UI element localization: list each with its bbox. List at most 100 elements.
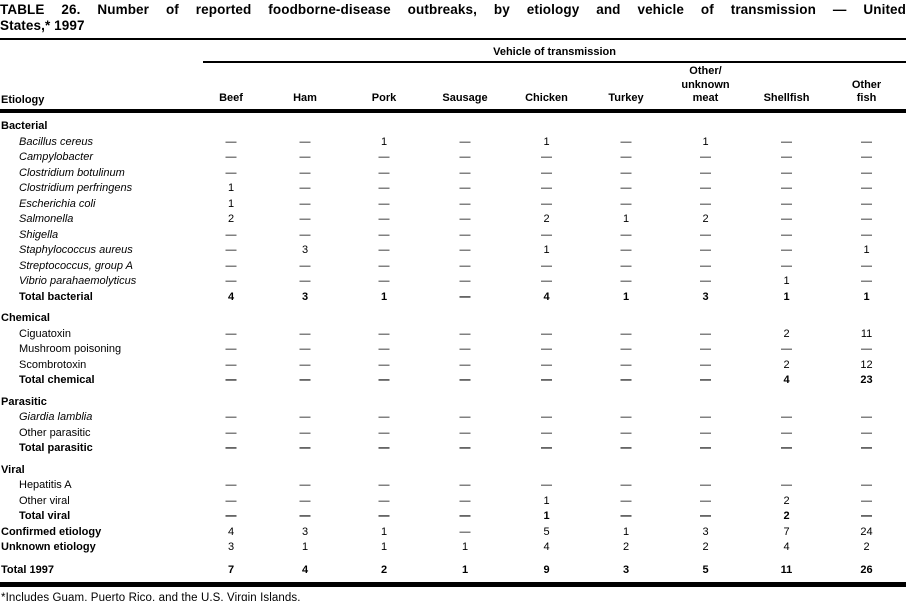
value-cell: — [781,426,792,439]
table-title-line2: States,* 1997 [0,18,85,33]
value-cell: 4 [266,555,344,587]
value-cell: — [861,197,873,210]
value-cell: — [299,182,311,195]
value-cell [506,388,587,410]
value-cell: — [620,411,632,424]
value-cell: — [620,426,632,439]
value-cell: — [299,479,311,492]
value-cell: — [541,479,552,492]
value-cell: — [861,510,873,523]
value-cell: — [459,182,471,195]
table-row: Shigella — — — — — — — — — [0,227,906,243]
value-cell: 1 [622,290,630,303]
value-cell [424,111,506,135]
value-cell: — [378,259,390,272]
value-cell [506,305,587,327]
value-cell: — [700,374,711,387]
etiology-label: Other parasitic [19,426,91,439]
table-title-line1: TABLE 26. Number of reported foodborne-d… [0,2,906,17]
value-cell: — [700,151,711,164]
value-cell [344,456,424,478]
value-cell: — [459,411,471,424]
value-cell: — [781,151,792,164]
value-cell: — [459,525,471,538]
value-cell: 3 [587,555,665,587]
value-cell: — [781,479,792,492]
value-cell [266,305,344,327]
value-cell [196,388,266,410]
value-cell: — [378,166,390,179]
value-cell [827,305,906,327]
value-cell: — [700,197,711,210]
column-header-5: Chicken [506,63,587,113]
value-cell: — [700,494,711,507]
value-cell: — [700,442,711,455]
value-cell: — [378,213,390,226]
value-cell: — [620,259,632,272]
table-row: Other viral — — — — 1 — — 2 — [0,493,906,509]
value-cell: — [378,275,390,288]
value-cell: 9 [506,555,587,587]
value-cell: — [700,343,711,356]
value-cell: — [225,374,237,387]
value-cell [344,111,424,135]
column-header-7: Other/ unknown meat [665,63,746,113]
value-cell: — [781,411,792,424]
value-cell: — [781,244,792,257]
value-cell: — [225,358,237,371]
value-cell: 7 [783,525,790,538]
value-cell: — [378,510,390,523]
value-cell: — [299,374,311,387]
value-cell: — [781,228,792,241]
value-cell: — [861,479,873,492]
value-cell: 1 [380,541,388,554]
value-cell: — [700,259,711,272]
etiology-label: Clostridium perfringens [19,182,133,195]
value-cell: — [459,135,471,148]
value-cell: — [541,197,552,210]
value-cell: — [620,166,632,179]
value-cell: 23 [860,374,873,387]
value-cell: — [459,374,471,387]
value-cell: — [378,494,390,507]
value-cell: — [378,442,390,455]
table-row: Unknown etiology 3 1 1 1 4 2 2 4 2 [0,540,906,556]
column-header-8: Shellfish [746,63,827,113]
value-cell: — [781,213,792,226]
value-cell: — [541,411,552,424]
table-row: Giardia lamblia — — — — — — — — — [0,410,906,426]
value-cell: 1 [863,244,870,257]
vehicle-of-transmission-header: Vehicle of transmission [196,40,906,63]
value-cell: — [378,358,390,371]
value-cell: — [861,442,873,455]
value-cell: — [620,327,632,340]
value-cell: — [781,259,792,272]
table-row: Total bacterial 4 3 1 — 4 1 3 1 1 [0,289,906,305]
value-cell [827,111,906,135]
value-cell: — [541,426,552,439]
etiology-label: Vibrio parahaemolyticus [19,275,137,288]
value-cell: — [620,442,632,455]
value-cell: — [299,228,311,241]
value-cell: 3 [301,290,309,303]
value-cell: — [225,494,237,507]
etiology-label: Ciguatoxin [19,327,71,340]
value-cell: — [620,244,632,257]
value-cell: — [620,135,632,148]
value-cell: — [781,166,792,179]
value-cell: 11 [746,555,827,587]
value-cell [424,388,506,410]
value-cell: — [378,479,390,492]
value-cell [746,388,827,410]
value-cell: — [861,343,873,356]
value-cell: 26 [827,555,906,587]
value-cell: — [459,358,471,371]
value-cell: 1 [622,213,630,226]
value-cell: — [299,151,311,164]
value-cell: — [620,494,632,507]
value-cell [587,111,665,135]
value-cell: — [225,479,237,492]
value-cell: 1 [380,290,388,303]
value-cell: 1 [543,510,550,523]
column-header-2: Ham [266,63,344,113]
